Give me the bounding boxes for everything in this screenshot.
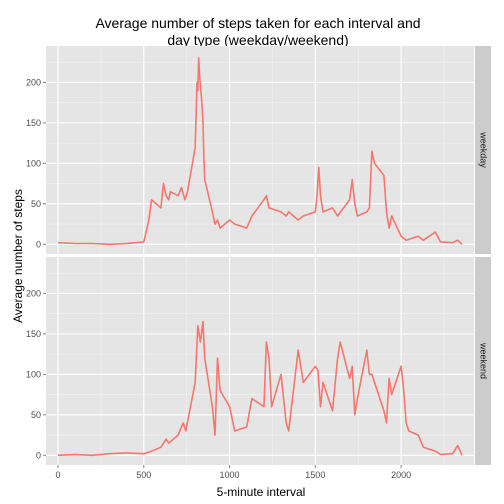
facet-weekend: 0 50 100 150 200 weekend [26,257,491,465]
y-tick-label: 150 [26,329,41,339]
x-tick-label: 1500 [305,470,325,480]
series-line-weekend [57,320,463,457]
series-line-weekday [57,57,463,246]
y-tick-label: 200 [26,288,41,298]
chart-title-line-2: day type (weekday/weekend) [167,32,348,48]
facet-label-weekend: weekend [479,342,489,379]
facet-panels: 0 50 100 150 200 weekday 0 50 100 150 200 weekend [26,46,491,465]
chart-title-line-1: Average number of steps taken for each i… [95,15,420,31]
y-tick-label: 0 [36,239,41,249]
y-tick-label: 50 [31,199,41,209]
y-tick-label: 0 [36,450,41,460]
y-axis-title: Average number of steps [11,189,25,323]
facet-weekday: 0 50 100 150 200 weekday [26,46,491,254]
facet-strip [475,46,491,254]
facet-label-weekday: weekday [479,131,489,168]
y-tick-label: 100 [26,369,41,379]
x-tick-label: 2000 [391,470,411,480]
facet-strip [475,257,491,465]
panel-background [46,257,474,465]
x-tick-label: 0 [56,470,61,480]
y-tick-label: 50 [31,410,41,420]
y-tick-label: 150 [26,118,41,128]
x-axis-ticks: 0 500 1000 1500 2000 [56,465,411,480]
x-tick-label: 500 [136,470,151,480]
x-tick-label: 1000 [220,470,240,480]
y-tick-label: 100 [26,158,41,168]
x-axis-title: 5-minute interval [217,485,306,499]
panel-background [46,46,474,254]
y-tick-label: 200 [26,77,41,87]
